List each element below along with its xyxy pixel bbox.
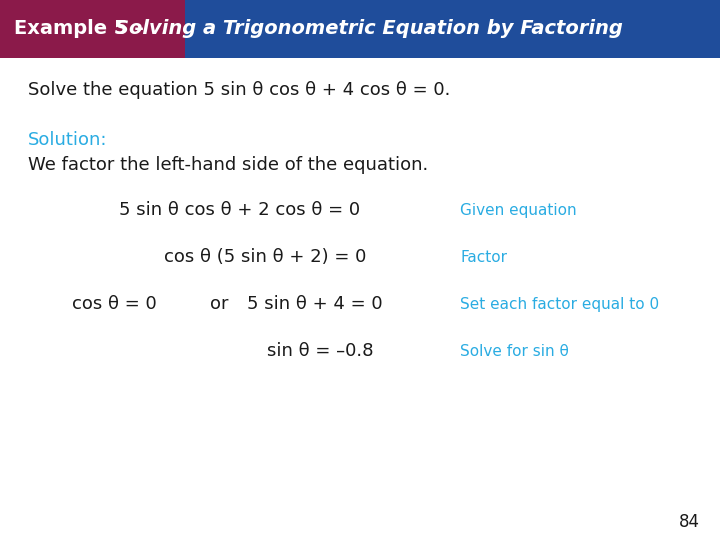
Text: Given equation: Given equation bbox=[460, 202, 577, 218]
Text: 84: 84 bbox=[679, 513, 700, 531]
Text: Solve the equation 5 sin θ cos θ + 4 cos θ = 0.: Solve the equation 5 sin θ cos θ + 4 cos… bbox=[28, 81, 451, 99]
Text: sin θ = –0.8: sin θ = –0.8 bbox=[266, 342, 373, 360]
Text: We factor the left-hand side of the equation.: We factor the left-hand side of the equa… bbox=[28, 156, 428, 174]
Text: or: or bbox=[210, 295, 228, 313]
Bar bbox=[185, 0, 720, 58]
Text: Set each factor equal to 0: Set each factor equal to 0 bbox=[460, 296, 659, 312]
Text: 5 sin θ + 4 = 0: 5 sin θ + 4 = 0 bbox=[247, 295, 382, 313]
Text: Solution:: Solution: bbox=[28, 131, 107, 149]
Text: Example 5 –: Example 5 – bbox=[14, 19, 150, 38]
Text: Solve for sin θ: Solve for sin θ bbox=[460, 343, 569, 359]
Text: 5 sin θ cos θ + 2 cos θ = 0: 5 sin θ cos θ + 2 cos θ = 0 bbox=[120, 201, 361, 219]
Text: cos θ (5 sin θ + 2) = 0: cos θ (5 sin θ + 2) = 0 bbox=[164, 248, 366, 266]
Text: Solving a Trigonometric Equation by Factoring: Solving a Trigonometric Equation by Fact… bbox=[115, 19, 623, 38]
Text: cos θ = 0: cos θ = 0 bbox=[72, 295, 157, 313]
Text: Factor: Factor bbox=[460, 249, 507, 265]
Bar bbox=[0, 0, 185, 58]
